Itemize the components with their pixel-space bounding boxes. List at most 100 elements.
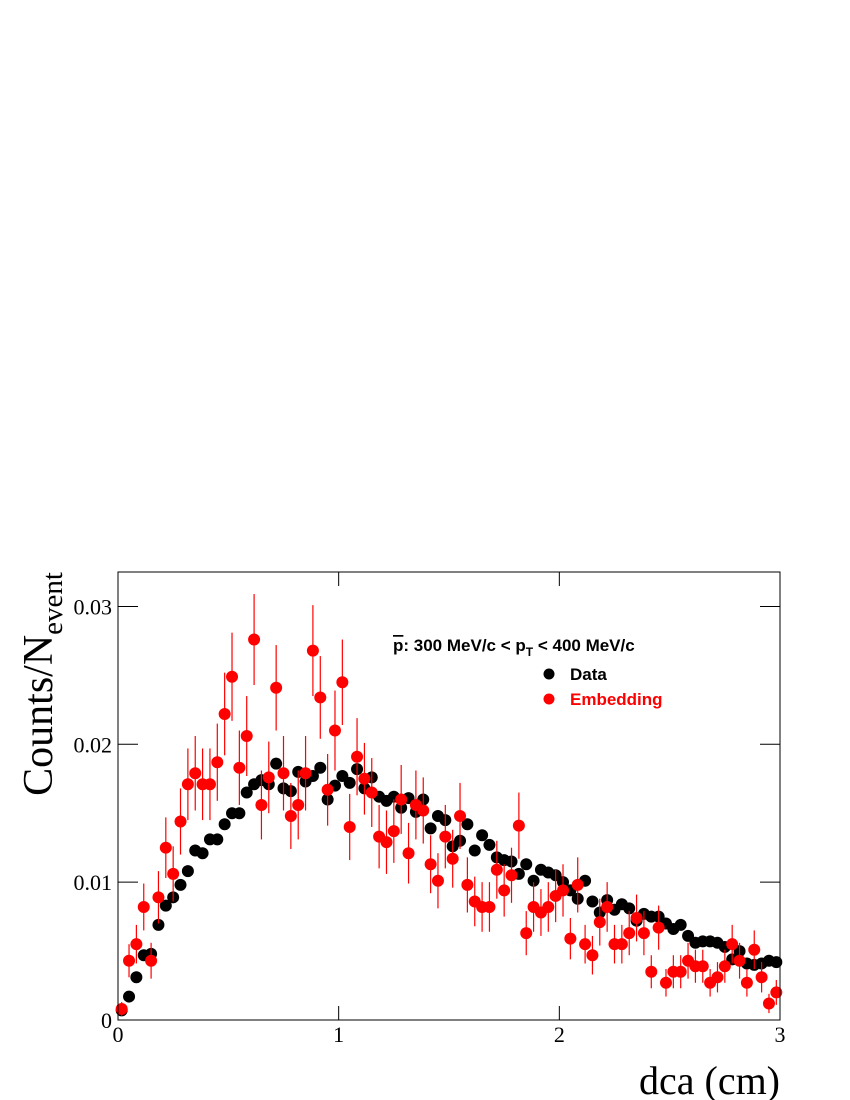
data-point xyxy=(733,954,746,967)
data-point xyxy=(520,858,533,871)
data-point xyxy=(424,822,437,835)
legend-title-part: : 300 MeV/c < p xyxy=(403,636,525,655)
x-axis-label: dca (cm) xyxy=(639,1058,780,1100)
data-point xyxy=(314,761,327,774)
data-point xyxy=(270,681,283,694)
data-point xyxy=(218,818,231,831)
data-point xyxy=(299,767,312,780)
data-point xyxy=(468,844,481,857)
data-point xyxy=(740,976,753,989)
data-point xyxy=(748,943,761,956)
y-tick-label: 0.03 xyxy=(74,594,113,619)
data-point xyxy=(718,960,731,973)
legend-title-part: < 400 MeV/c xyxy=(533,636,635,655)
data-point xyxy=(659,976,672,989)
data-point xyxy=(446,852,459,865)
data-point xyxy=(674,965,687,978)
data-point xyxy=(174,815,187,828)
data-point xyxy=(439,830,452,843)
data-point xyxy=(520,927,533,940)
data-point xyxy=(498,884,511,897)
y-axis-label-main: Counts/N xyxy=(16,635,62,796)
data-point xyxy=(174,878,187,891)
data-point xyxy=(770,956,783,969)
data-point xyxy=(343,776,356,789)
legend-title: p: 300 MeV/c < pT < 400 MeV/c xyxy=(393,636,635,659)
data-point xyxy=(630,911,643,924)
frame xyxy=(117,571,781,1021)
data-point xyxy=(321,783,334,796)
data-point xyxy=(387,825,400,838)
data-point xyxy=(314,691,327,704)
data-point xyxy=(284,809,297,822)
legend-marker xyxy=(543,693,555,705)
data-point xyxy=(123,954,136,967)
data-point xyxy=(115,1002,128,1015)
data-point xyxy=(454,809,467,822)
data-point xyxy=(196,847,209,860)
data-point xyxy=(270,757,283,770)
y-tick-label: 0 xyxy=(101,1008,112,1033)
data-point xyxy=(571,878,584,891)
data-point xyxy=(505,869,518,882)
data-point xyxy=(417,804,430,817)
data-point xyxy=(218,707,231,720)
data-point xyxy=(211,756,224,769)
x-tick-label: 3 xyxy=(775,1022,786,1047)
data-point xyxy=(336,676,349,689)
data-point xyxy=(637,927,650,940)
data-point xyxy=(211,833,224,846)
legend-label: Embedding xyxy=(570,690,663,709)
data-point xyxy=(137,900,150,913)
data-point xyxy=(512,819,525,832)
data-point xyxy=(226,670,239,683)
data-point xyxy=(240,786,253,799)
legend-label: Data xyxy=(570,665,607,684)
data-point xyxy=(328,724,341,737)
data-point xyxy=(152,891,165,904)
legend-title-part: p xyxy=(393,636,403,655)
data-point xyxy=(726,938,739,951)
legend-title-part: T xyxy=(526,645,534,659)
data-point xyxy=(159,899,172,912)
data-point xyxy=(431,874,444,887)
data-point xyxy=(351,750,364,763)
x-tick-label: 2 xyxy=(554,1022,565,1047)
data-point xyxy=(674,918,687,931)
data-point xyxy=(181,865,194,878)
data-point xyxy=(586,949,599,962)
data-point xyxy=(483,900,496,913)
plot-area xyxy=(115,594,783,1017)
data-point xyxy=(483,838,496,851)
data-point xyxy=(527,874,540,887)
data-point xyxy=(123,990,136,1003)
data-point xyxy=(262,771,275,784)
data-point xyxy=(159,841,172,854)
data-point xyxy=(255,798,268,811)
data-point xyxy=(586,895,599,908)
data-point xyxy=(652,921,665,934)
y-tick-label: 0.01 xyxy=(74,870,113,895)
data-point xyxy=(292,798,305,811)
data-point xyxy=(145,954,158,967)
data-point xyxy=(623,902,636,915)
data-point xyxy=(181,778,194,791)
x-tick-label: 0 xyxy=(113,1022,124,1047)
data-point xyxy=(130,971,143,984)
data-point xyxy=(130,938,143,951)
data-point xyxy=(762,997,775,1010)
data-point xyxy=(490,863,503,876)
data-point xyxy=(395,793,408,806)
data-point xyxy=(380,836,393,849)
data-point xyxy=(240,730,253,743)
data-point xyxy=(365,786,378,799)
data-point xyxy=(476,829,489,842)
data-point xyxy=(402,847,415,860)
data-point xyxy=(564,932,577,945)
data-point xyxy=(424,858,437,871)
data-point xyxy=(343,821,356,834)
data-point xyxy=(277,767,290,780)
x-tick-label: 1 xyxy=(333,1022,344,1047)
